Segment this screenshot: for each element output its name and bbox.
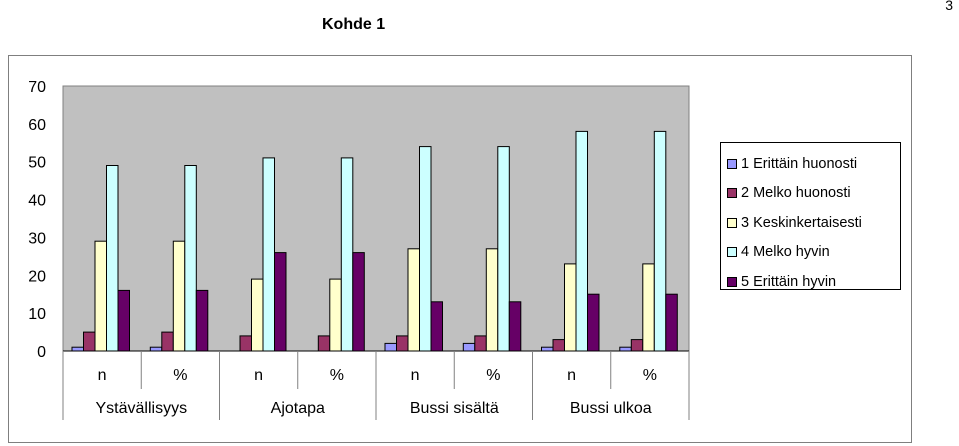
bar: [149, 346, 163, 352]
legend-label: 3 Keskinkertaisesti: [741, 214, 862, 231]
bar: [407, 248, 420, 352]
x-category-label: n: [567, 367, 576, 384]
y-tick-label: 30: [28, 230, 46, 247]
bar: [508, 301, 522, 352]
bar: [575, 130, 588, 352]
bar: [396, 335, 409, 352]
x-group-label: Ajotapa: [271, 400, 325, 417]
legend-item: 1 Erittäin huonosti: [727, 149, 900, 179]
bar: [564, 263, 577, 352]
x-category-label: %: [486, 367, 500, 384]
bar: [497, 146, 510, 352]
bar: [195, 289, 209, 352]
y-tick-label: 10: [28, 306, 46, 323]
legend-swatch: [727, 188, 737, 199]
bar: [340, 157, 354, 352]
legend-swatch: [727, 276, 737, 287]
bar: [653, 130, 667, 352]
bar: [352, 252, 365, 352]
bar: [541, 346, 554, 352]
y-tick-label: 0: [37, 344, 46, 361]
x-group-label: Bussi sisältä: [410, 400, 499, 417]
legend-item: 2 Melko huonosti: [727, 179, 900, 209]
bar: [552, 339, 565, 352]
legend-label: 5 Erittäin hyvin: [741, 273, 837, 290]
x-category-label: %: [643, 367, 657, 384]
y-tick-label: 70: [28, 79, 46, 96]
x-category-label: %: [173, 367, 187, 384]
bar: [274, 252, 287, 352]
bar: [117, 289, 130, 352]
bar: [317, 335, 331, 352]
x-group-label: Ystävällisyys: [96, 400, 188, 417]
y-axis-ticks: 0 10 20 30 40 50 60 70: [28, 79, 46, 361]
bar: [665, 293, 678, 352]
bar: [329, 278, 342, 352]
legend-label: 1 Erittäin huonosti: [741, 155, 858, 172]
chart-frame: [8, 55, 912, 443]
bar: [474, 335, 487, 352]
bar: [642, 263, 655, 352]
x-axis: n% n% n% n % Ystävällisyys Ajotapa Bussi sisält…: [62, 351, 690, 420]
bar: [239, 335, 252, 352]
page-number: 3: [945, 0, 953, 13]
bar: [419, 146, 432, 352]
x-category-label: n: [254, 367, 263, 384]
bar: [587, 293, 600, 352]
bar: [262, 157, 275, 352]
bar: [384, 342, 397, 352]
x-category-label: %: [330, 367, 344, 384]
bar: [430, 301, 443, 352]
legend-item: 4 Melko hyvin: [727, 238, 900, 268]
bar: [619, 346, 632, 352]
bar: [83, 331, 96, 352]
bar: [94, 240, 107, 352]
bar: [630, 339, 644, 352]
legend-swatch: [727, 158, 737, 169]
y-tick-label: 20: [28, 268, 46, 285]
bar: [184, 165, 197, 352]
y-tick-label: 40: [28, 193, 46, 210]
bar: [161, 331, 174, 352]
legend-item: 3 Keskinkertaisesti: [727, 208, 900, 238]
legend-swatch: [727, 217, 737, 228]
x-group-label: Bussi ulkoa: [570, 400, 652, 417]
x-category-label: n: [98, 367, 107, 384]
bar: [485, 248, 499, 352]
legend-item: 5 Erittäin hyvin: [727, 267, 900, 297]
legend-label: 4 Melko hyvin: [741, 244, 830, 261]
chart-legend: 1 Erittäin huonosti 2 Melko huonosti 3 Kes…: [720, 142, 901, 290]
legend-label: 2 Melko huonosti: [741, 185, 851, 202]
bar: [106, 165, 119, 352]
bar: [462, 342, 476, 352]
x-category-label: n: [411, 367, 420, 384]
legend-swatch: [727, 247, 737, 258]
y-tick-label: 50: [28, 155, 46, 172]
bar: [251, 278, 264, 352]
bar: [172, 240, 186, 352]
y-tick-label: 60: [28, 117, 46, 134]
bar: [71, 346, 84, 352]
page-title: Kohde 1: [322, 16, 386, 33]
